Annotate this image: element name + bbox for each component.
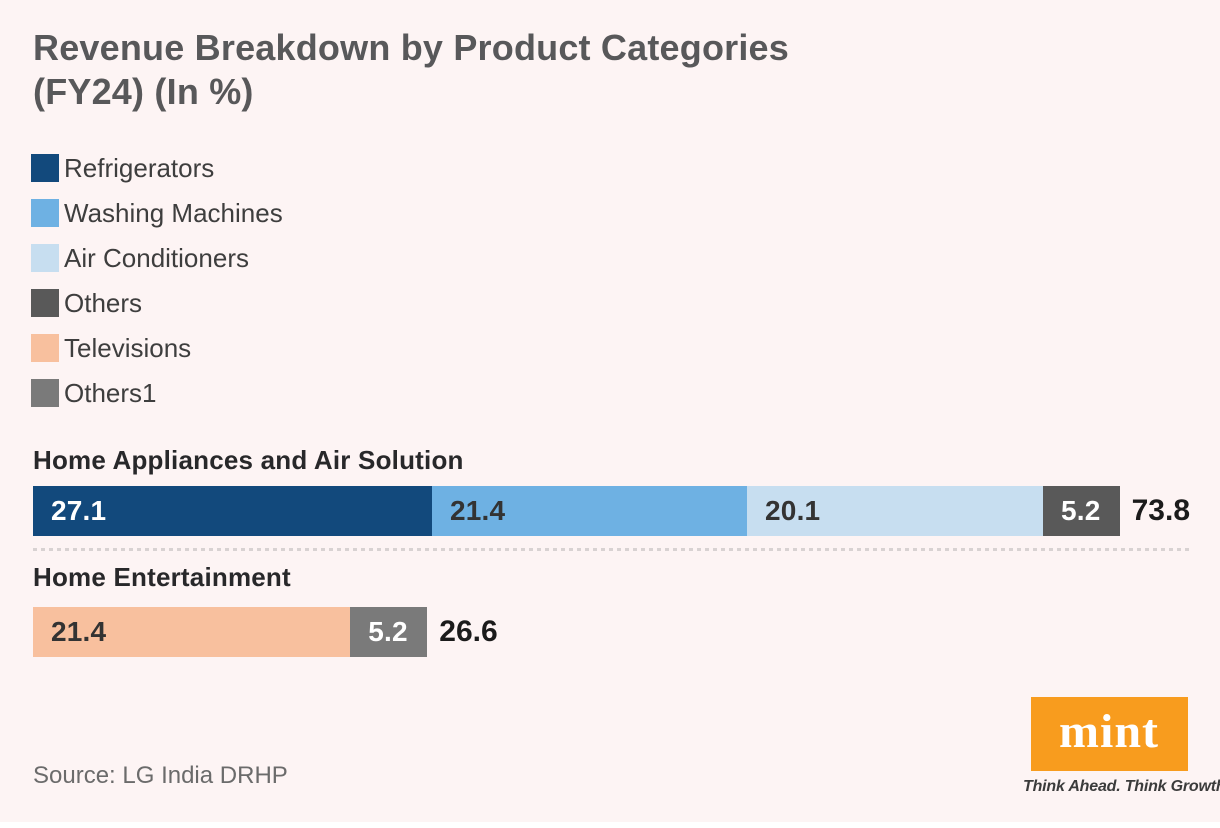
legend-item-washing-machines: Washing Machines [31,199,283,227]
bar-value-label: 27.1 [51,495,107,526]
legend-item-air-conditioners: Air Conditioners [31,244,283,272]
legend-label: Televisions [64,333,192,363]
legend-label: Washing Machines [64,198,283,228]
bottom-strip [0,822,1220,828]
bar-total-label: 26.6 [439,615,498,648]
bar-group-home-entertainment: Home Entertainment 21.4 5.2 26.6 [33,561,1190,657]
bar-value-label: 20.1 [765,495,821,526]
stacked-bar-chart: Home Appliances and Air Solution 27.1 21.4… [33,444,1190,657]
chart-title-line2: (FY24) (In %) [33,71,254,112]
mint-wordmark: mint [1059,704,1159,758]
bar-segment-washing-machines: 21.4 [431,486,748,536]
legend-item-others: Others [31,289,283,317]
others-swatch-icon [31,289,59,317]
mint-logo: mint Think Ahead. Think Growth. [1023,697,1220,796]
televisions-swatch-icon [31,334,59,362]
bar-category-label: Home Entertainment [33,562,291,592]
mint-logo-box: mint [1030,697,1188,771]
bar-row: 27.1 21.4 20.1 5.2 73.8 [33,486,1190,536]
bar-segment-others: 5.2 [1043,486,1120,536]
air-conditioners-swatch-icon [31,244,59,272]
bar-segment-televisions: 21.4 [33,607,351,657]
bar-value-label: 5.2 [1061,495,1101,526]
mint-tagline: Think Ahead. Think Growth. [1023,778,1220,795]
legend-item-others1: Others1 [31,379,283,407]
bar-total-label: 73.8 [1131,494,1190,527]
legend-item-televisions: Televisions [31,334,283,362]
bar-segment-refrigerators: 27.1 [33,486,432,536]
bar-row: 21.4 5.2 26.6 [33,607,1190,657]
washing-machines-swatch-icon [31,199,59,227]
refrigerators-swatch-icon [31,154,59,182]
legend-item-refrigerators: Refrigerators [31,154,283,182]
bar-category-label: Home Appliances and Air Solution [33,445,464,475]
bar-value-label: 21.4 [51,616,107,647]
bar-segment-air-conditioners: 20.1 [747,486,1044,536]
chart-title-line1: Revenue Breakdown by Product Categories [33,27,789,68]
bar-value-label: 21.4 [449,495,506,526]
legend-label: Others1 [64,378,157,408]
dotted-separator [33,548,1190,551]
legend-label: Air Conditioners [64,243,249,273]
chart-title: Revenue Breakdown by Product Categories(… [33,26,953,114]
legend-label: Others [64,288,143,318]
bar-segment-others1: 5.2 [350,607,428,657]
legend: Refrigerators Washing Machines Air Conditi… [31,154,283,407]
bar-group-home-appliances-and-air-solution: Home Appliances and Air Solution 27.1 21.4… [33,444,1190,536]
legend-label: Refrigerators [64,153,215,183]
source-note: Source: LG India DRHP [33,762,288,789]
others1-swatch-icon [31,379,59,407]
bar-value-label: 5.2 [368,616,408,647]
